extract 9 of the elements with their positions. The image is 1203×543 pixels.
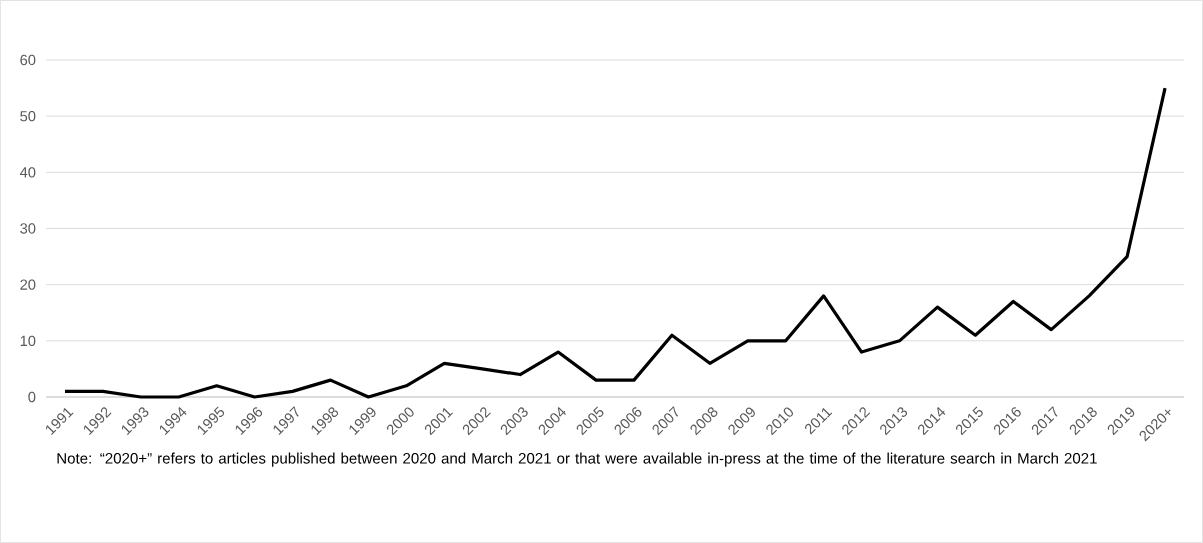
- y-tick-label: 10: [20, 335, 36, 347]
- y-tick-label: 30: [20, 223, 36, 234]
- text: Note: “2020+” refers to articles published between 2020 and March 2021 or that were available in-press at the time of the literature search in March 2021: [57, 452, 1097, 467]
- y-tick-label: 40: [19, 167, 36, 178]
- line-series: [63, 86, 1167, 399]
- y-tick-label: 50: [20, 110, 36, 122]
- y-tick-label: 20: [20, 279, 36, 290]
- y-tick-label: 0: [28, 391, 36, 403]
- y-tick-label: 60: [20, 54, 36, 66]
